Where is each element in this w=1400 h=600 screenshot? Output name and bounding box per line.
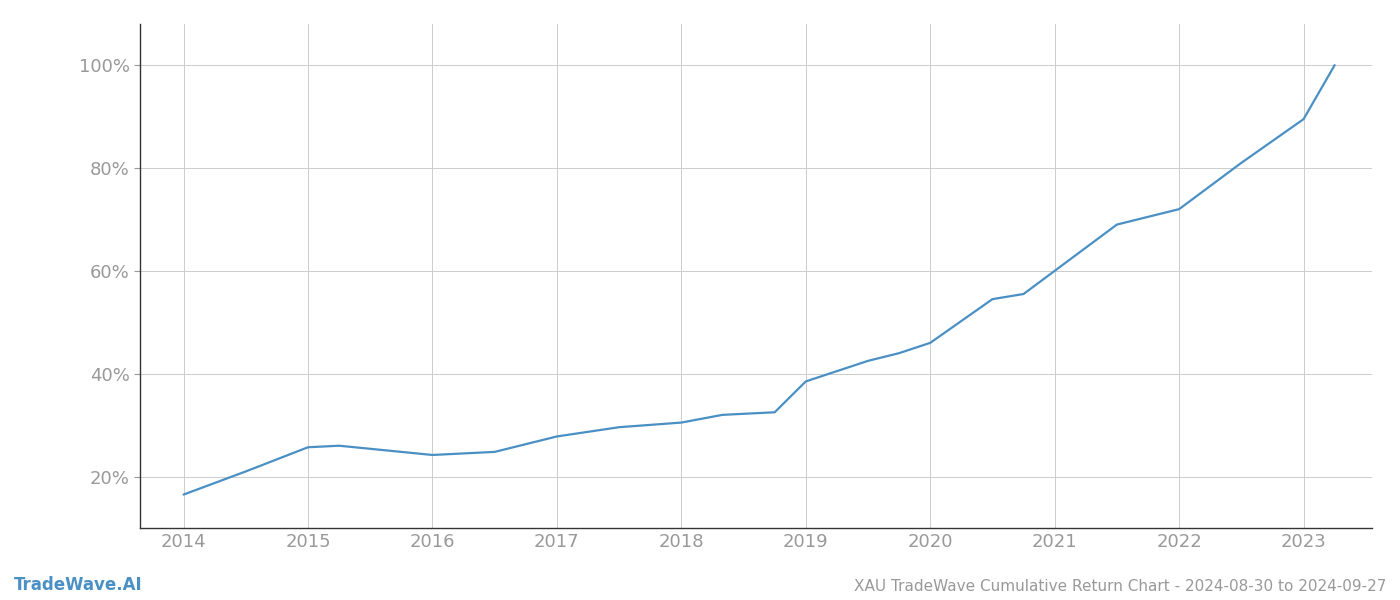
Text: XAU TradeWave Cumulative Return Chart - 2024-08-30 to 2024-09-27: XAU TradeWave Cumulative Return Chart - … [854, 579, 1386, 594]
Text: TradeWave.AI: TradeWave.AI [14, 576, 143, 594]
